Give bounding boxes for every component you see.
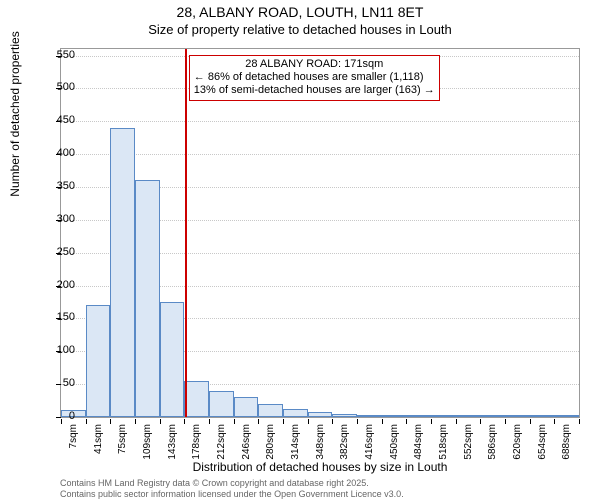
histogram-bar (357, 415, 382, 417)
xtick-mark (184, 419, 185, 424)
histogram-bar (283, 409, 308, 417)
xtick-label: 178sqm (191, 424, 202, 462)
histogram-bar (332, 414, 357, 417)
xtick-mark (554, 419, 555, 424)
xtick-mark (431, 419, 432, 424)
xtick-label: 552sqm (463, 424, 474, 462)
xtick-label: 41sqm (93, 424, 104, 462)
x-axis-label: Distribution of detached houses by size … (60, 460, 580, 474)
xtick-label: 280sqm (265, 424, 276, 462)
reference-line (185, 49, 187, 417)
xtick-label: 484sqm (413, 424, 424, 462)
xtick-mark (110, 419, 111, 424)
ytick-label: 100 (57, 344, 75, 356)
xtick-label: 143sqm (167, 424, 178, 462)
histogram-bar (209, 391, 234, 417)
xtick-label: 620sqm (512, 424, 523, 462)
footer-attribution: Contains HM Land Registry data © Crown c… (60, 478, 404, 500)
histogram-bar (184, 381, 209, 417)
histogram-bar (554, 415, 579, 417)
xtick-mark (456, 419, 457, 424)
plot-area: 28 ALBANY ROAD: 171sqm← 86% of detached … (60, 48, 580, 418)
xtick-label: 654sqm (537, 424, 548, 462)
xtick-label: 382sqm (339, 424, 350, 462)
xtick-label: 7sqm (68, 424, 79, 462)
xtick-mark (283, 419, 284, 424)
histogram-bar (431, 415, 456, 417)
xtick-label: 450sqm (389, 424, 400, 462)
xtick-label: 246sqm (241, 424, 252, 462)
footer-line1: Contains HM Land Registry data © Crown c… (60, 478, 404, 489)
ytick-label: 200 (57, 279, 75, 291)
ytick-label: 0 (69, 410, 75, 422)
histogram-bar (258, 404, 283, 417)
histogram-bar (530, 415, 555, 417)
xtick-label: 688sqm (561, 424, 572, 462)
chart-subtitle: Size of property relative to detached ho… (0, 22, 600, 37)
xtick-label: 314sqm (290, 424, 301, 462)
xtick-mark (530, 419, 531, 424)
xtick-mark (357, 419, 358, 424)
xtick-label: 416sqm (364, 424, 375, 462)
xtick-mark (86, 419, 87, 424)
histogram-bar (456, 415, 481, 417)
ytick-label: 300 (57, 213, 75, 225)
ytick-label: 400 (57, 147, 75, 159)
annotation-line2: ← 86% of detached houses are smaller (1,… (194, 71, 435, 84)
xtick-mark (135, 419, 136, 424)
xtick-mark (332, 419, 333, 424)
y-axis-label: Number of detached properties (8, 0, 22, 234)
ytick-label: 550 (57, 49, 75, 61)
xtick-mark (382, 419, 383, 424)
histogram-bar (135, 180, 160, 417)
histogram-bar (505, 415, 530, 417)
xtick-mark (406, 419, 407, 424)
gridline (61, 154, 579, 155)
annotation-box: 28 ALBANY ROAD: 171sqm← 86% of detached … (189, 55, 440, 101)
annotation-line3: 13% of semi-detached houses are larger (… (194, 84, 435, 97)
histogram-bar (406, 415, 431, 417)
xtick-label: 75sqm (117, 424, 128, 462)
footer-line2: Contains public sector information licen… (60, 489, 404, 500)
xtick-label: 518sqm (438, 424, 449, 462)
xtick-mark (480, 419, 481, 424)
xtick-mark (234, 419, 235, 424)
ytick-mark (56, 417, 61, 418)
xtick-label: 109sqm (142, 424, 153, 462)
ytick-mark (56, 384, 61, 385)
histogram-bar (160, 302, 185, 417)
ytick-label: 250 (57, 246, 75, 258)
xtick-label: 212sqm (216, 424, 227, 462)
ytick-label: 450 (57, 114, 75, 126)
ytick-label: 350 (57, 180, 75, 192)
chart-title: 28, ALBANY ROAD, LOUTH, LN11 8ET (0, 4, 600, 20)
histogram-bar (86, 305, 111, 417)
xtick-mark (505, 419, 506, 424)
histogram-bar (234, 397, 259, 417)
annotation-line1: 28 ALBANY ROAD: 171sqm (194, 58, 435, 71)
histogram-bar (110, 128, 135, 417)
xtick-mark (308, 419, 309, 424)
xtick-mark (61, 419, 62, 424)
histogram-bar (480, 415, 505, 417)
ytick-label: 150 (57, 311, 75, 323)
xtick-mark (209, 419, 210, 424)
ytick-label: 500 (57, 81, 75, 93)
gridline (61, 121, 579, 122)
xtick-label: 586sqm (487, 424, 498, 462)
xtick-mark (258, 419, 259, 424)
histogram-bar (308, 412, 333, 417)
xtick-label: 348sqm (315, 424, 326, 462)
xtick-mark (160, 419, 161, 424)
xtick-mark (579, 419, 580, 424)
ytick-label: 50 (63, 377, 75, 389)
histogram-bar (382, 415, 407, 417)
